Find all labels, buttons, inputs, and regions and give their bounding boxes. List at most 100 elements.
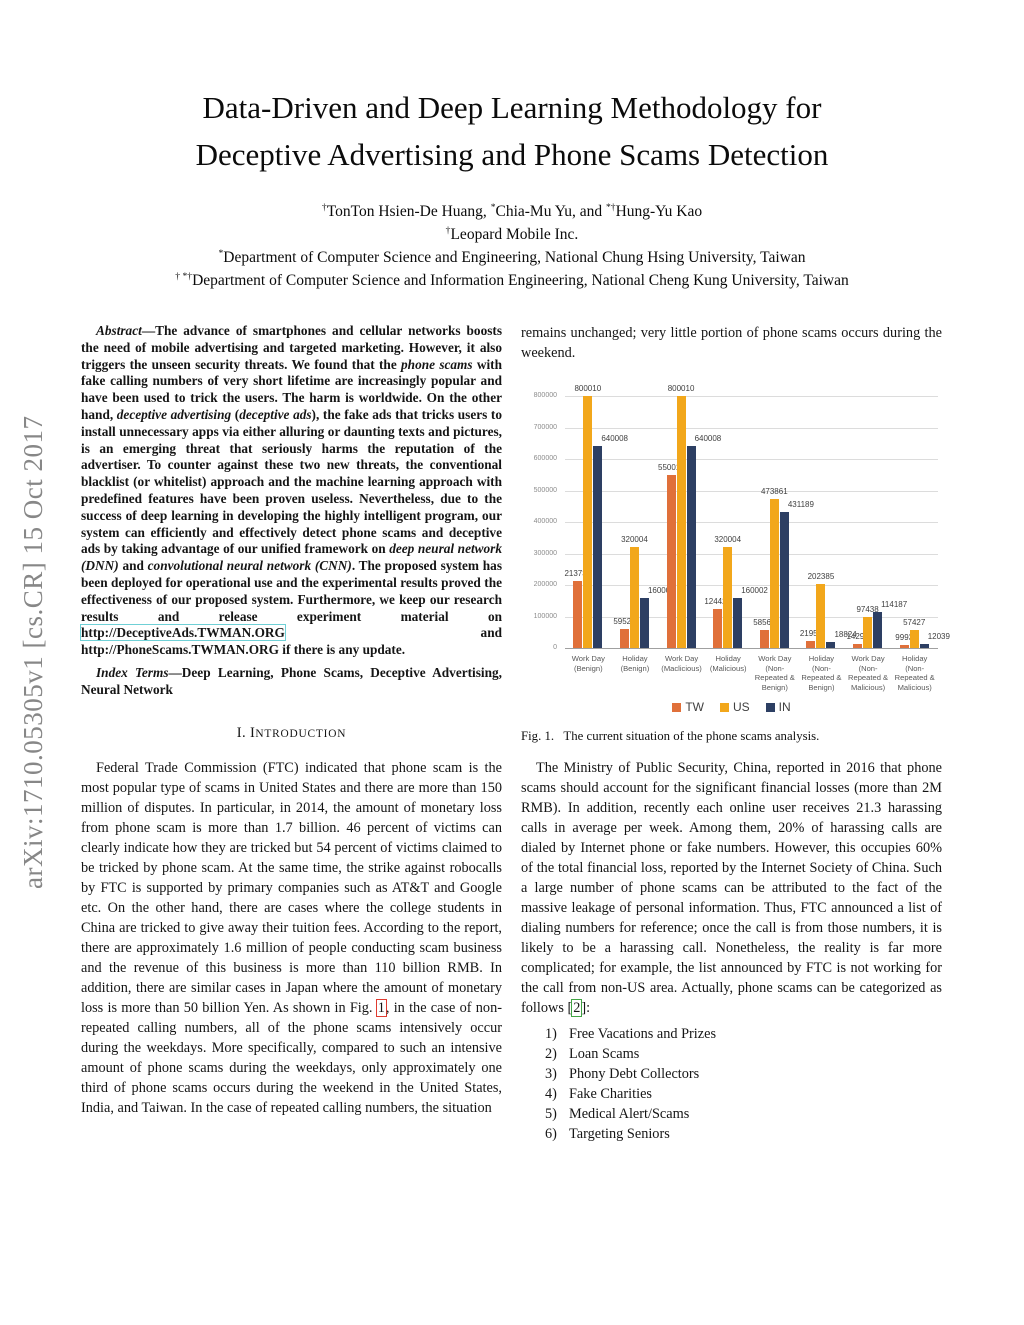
chart-gridline [565, 522, 938, 523]
x-axis-category-label: Work Day (Non-Repeated & Benign) [754, 654, 795, 692]
bar-value-label: 114187 [881, 600, 908, 610]
bar-in-5 [826, 642, 836, 648]
bar-tw-6 [853, 643, 863, 648]
scam-list-item: 4) Fake Charities [545, 1084, 942, 1104]
intro-paragraph: Federal Trade Commission (FTC) indicated… [81, 759, 502, 1116]
scam-list-item: 3) Phony Debt Collectors [545, 1064, 942, 1084]
y-axis-tick-label: 200000 [533, 581, 557, 588]
bar-in-1 [639, 597, 649, 648]
list-item-number: 5) [545, 1106, 557, 1122]
legend-item-tw: TW [672, 700, 704, 714]
bar-us-5 [816, 584, 826, 648]
paper-title-line2: Deceptive Advertising and Phone Scams De… [195, 137, 829, 172]
y-axis-tick-label: 600000 [533, 455, 557, 462]
list-item-label: Fake Charities [569, 1086, 652, 1102]
left-column: Abstract—The advance of smartphones and … [81, 323, 502, 1118]
chart-gridline [565, 616, 938, 618]
list-item-label: Free Vacations and Prizes [569, 1026, 717, 1042]
bar-value-label: 58562 [753, 617, 776, 627]
y-axis-tick-label: 100000 [533, 612, 557, 620]
list-item-number: 6) [545, 1126, 557, 1142]
y-axis-ticks: 0 100000 200000 300000 400000 500000 600000 700… [521, 377, 561, 651]
bar-tw-4 [759, 629, 769, 648]
citation-2-link[interactable]: 2 [573, 1000, 581, 1016]
figure-1-reference[interactable]: 1 [377, 999, 385, 1016]
x-axis-category-label: Work Day (Benign) [571, 654, 605, 673]
bar-tw-0 [573, 580, 583, 648]
bar-tw-7 [899, 644, 909, 648]
bar-value-label: 124422 [704, 596, 732, 606]
x-axis-category-label: Holiday (Malicious) [709, 654, 747, 673]
y-axis-tick-label: 700000 [533, 423, 557, 431]
chart-gridline [565, 427, 938, 429]
bar-value-label: 473861 [760, 486, 788, 496]
bar-value-label: 21951 [799, 629, 823, 639]
paper-title: Data-Driven and Deep Learning Methodolog… [0, 84, 1024, 178]
list-item-label: Loan Scams [569, 1046, 640, 1062]
scam-list-item: 1) Free Vacations and Prizes [545, 1024, 942, 1044]
bar-us-2 [676, 396, 686, 648]
figure-caption: Fig. 1. The current situation of the pho… [521, 729, 820, 743]
x-axis-category-label: Work Day (Non-Repeated & Malicious) [848, 654, 889, 692]
bar-tw-1 [619, 629, 629, 648]
phone-scams-bar-chart: 0 100000 200000 300000 400000 500000 600000 700… [521, 377, 950, 651]
affiliation-2: *Department of Computer Science and Engi… [218, 247, 806, 266]
chart-gridline [565, 459, 938, 460]
bar-tw-3 [713, 608, 723, 648]
bar-us-3 [723, 547, 733, 648]
x-axis-category-label: Holiday (Non-Repeated & Malicious) [894, 654, 935, 692]
list-item-number: 2) [545, 1046, 557, 1062]
list-item-label: Phony Debt Collectors [569, 1066, 700, 1082]
bar-value-label: 550011 [658, 462, 685, 472]
bar-us-4 [769, 498, 779, 648]
y-axis-tick-label: 400000 [533, 518, 557, 525]
y-axis-tick-label: 800000 [533, 392, 557, 399]
bar-value-label: 14294 [846, 631, 869, 641]
figure-1: 0 100000 200000 300000 400000 500000 600000 700… [521, 377, 950, 744]
bar-value-label: 57427 [903, 617, 926, 627]
bar-value-label: 160002 [741, 585, 768, 595]
bar-value-label: 97438 [856, 605, 879, 615]
scam-list-item: 2) Loan Scams [545, 1044, 942, 1064]
list-item-label: Medical Alert/Scams [569, 1106, 690, 1122]
chart-gridline [565, 648, 938, 649]
bar-tw-2 [666, 474, 676, 648]
chart-plot-area: 213733 800010 640008 59521 320004 160002 55001… [564, 377, 950, 649]
bar-value-label: 320004 [621, 535, 648, 545]
scam-list-item: 6) Targeting Seniors [545, 1124, 942, 1144]
chart-gridline [565, 585, 938, 586]
authors-block: †TonTon Hsien-De Huang, *Chia-Mu Yu, and… [0, 200, 1024, 292]
bar-in-3 [733, 597, 743, 648]
chart-gridline [565, 553, 938, 555]
bar-us-7 [909, 629, 919, 648]
bar-in-7 [919, 644, 929, 648]
chart-legend: TW US IN [521, 700, 942, 714]
bar-value-label: 640008 [694, 434, 722, 444]
bar-in-4 [779, 512, 789, 648]
legend-swatch-icon [672, 702, 682, 712]
continuation-paragraph: remains unchanged; very little portion o… [521, 325, 942, 361]
bar-us-6 [863, 617, 873, 648]
bar-value-label: 320004 [714, 535, 742, 545]
right-column: remains unchanged; very little portion o… [521, 323, 950, 1144]
arxiv-sidebar-label: arXiv:1710.05305v1 [cs.CR] 15 Oct 2017 [18, 415, 48, 889]
x-axis-labels: Work Day (Benign) Holiday (Benign) Work Da… [565, 649, 938, 692]
chart-gridline [565, 490, 938, 492]
ministry-paragraph: The Ministry of Public Security, China, … [521, 760, 942, 1016]
x-axis-category-label: Holiday (Benign) [620, 654, 650, 673]
section-heading-introduction: I. INTRODUCTION [236, 724, 347, 741]
abstract-paragraph: Abstract—The advance of smartphones and … [81, 323, 503, 658]
deceptiveads-url-link[interactable]: http://DeceptiveAds.TWMAN.ORG [81, 625, 285, 641]
index-terms: Index Terms—Deep Learning, Phone Scams, … [81, 664, 502, 697]
legend-swatch-icon [765, 702, 775, 712]
bar-value-label: 213733 [564, 568, 592, 578]
y-axis-tick-label: 0 [553, 644, 557, 651]
x-axis-category-label: Holiday (Non-Repeated & Benign) [801, 654, 842, 692]
scam-list-item: 5) Medical Alert/Scams [545, 1104, 942, 1124]
scam-categories-list: 1) Free Vacations and Prizes 2) Loan Scams 3… [521, 1024, 942, 1144]
bar-value-label: 202385 [807, 572, 835, 582]
list-item-number: 4) [545, 1086, 557, 1102]
legend-label: IN [778, 700, 791, 714]
legend-item-us: US [719, 700, 750, 714]
